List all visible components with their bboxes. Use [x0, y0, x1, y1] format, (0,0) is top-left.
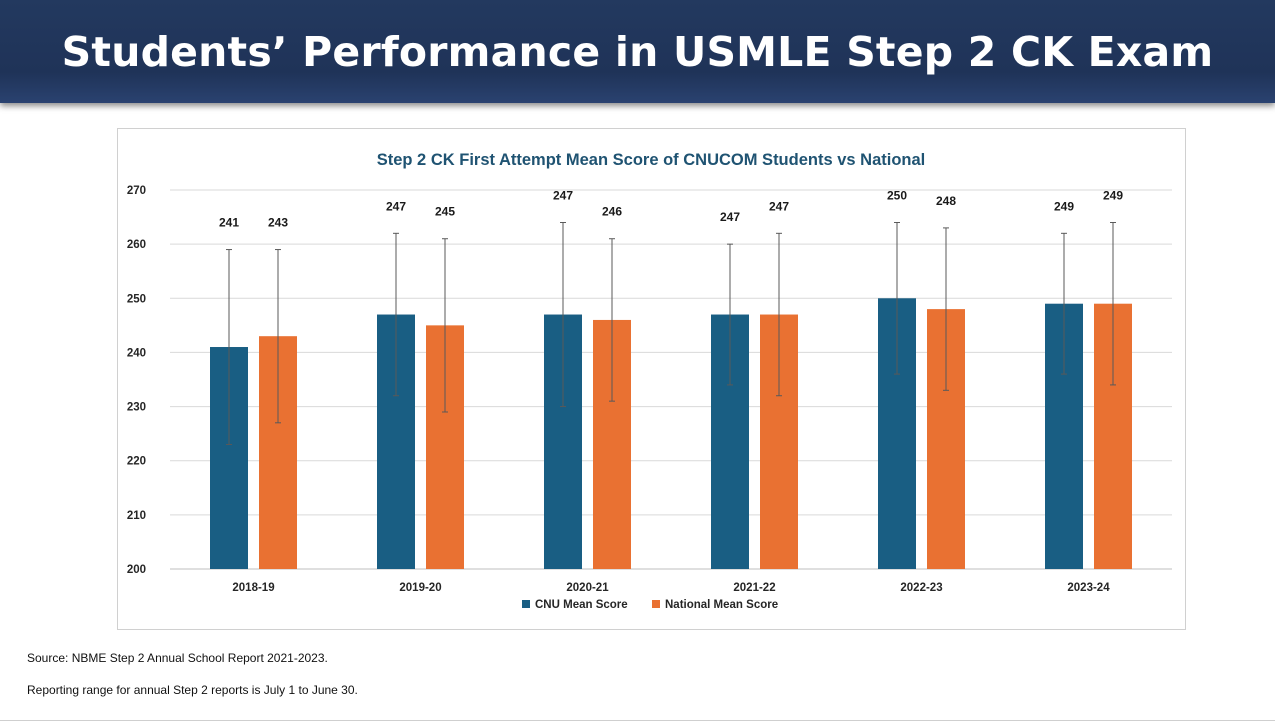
y-tick-label: 270	[127, 185, 146, 197]
y-tick-label: 260	[127, 239, 146, 251]
chart-title: Step 2 CK First Attempt Mean Score of CN…	[377, 151, 926, 169]
slide-title: Students’ Performance in USMLE Step 2 CK…	[61, 27, 1214, 76]
legend-label-cnu: CNU Mean Score	[535, 599, 628, 611]
data-label: 249	[1103, 188, 1123, 202]
data-label: 243	[268, 216, 288, 230]
title-banner: Students’ Performance in USMLE Step 2 CK…	[0, 0, 1275, 103]
data-label: 247	[553, 188, 573, 202]
legend-swatch-national	[652, 600, 660, 608]
x-tick-label: 2023-24	[1067, 582, 1110, 594]
bottom-rule	[0, 720, 1275, 721]
y-tick-label: 240	[127, 347, 146, 359]
x-tick-label: 2020-21	[566, 582, 609, 594]
data-label: 247	[386, 199, 406, 213]
legend: CNU Mean Score National Mean Score	[522, 599, 778, 611]
data-label: 250	[887, 188, 907, 202]
legend-swatch-cnu	[522, 600, 530, 608]
y-axis-ticks: 200 210 220 230 240 250 260 270	[127, 185, 146, 576]
x-axis-ticks: 2018-19 2019-20 2020-21 2021-22 2022-23 2023-…	[232, 582, 1110, 594]
data-label: 246	[602, 205, 622, 219]
gridlines	[170, 189, 1172, 570]
reporting-range-note: Reporting range for annual Step 2 report…	[27, 683, 358, 697]
x-tick-label: 2021-22	[733, 582, 775, 594]
data-label: 248	[936, 194, 956, 208]
x-tick-label: 2019-20	[399, 582, 441, 594]
data-label: 249	[1054, 199, 1074, 213]
data-labels: 241 243 247 245 247 246 247 247 250 248 249 249	[219, 188, 1123, 229]
y-tick-label: 210	[127, 510, 146, 522]
data-label: 247	[720, 210, 740, 224]
chart-frame: Step 2 CK First Attempt Mean Score of CN…	[117, 128, 1186, 630]
x-tick-label: 2018-19	[232, 582, 274, 594]
data-label: 241	[219, 216, 239, 230]
data-label: 247	[769, 199, 789, 213]
y-tick-label: 220	[127, 456, 146, 468]
bars	[210, 298, 1132, 569]
y-tick-label: 250	[127, 293, 146, 305]
data-label: 245	[435, 205, 455, 219]
y-tick-label: 230	[127, 402, 146, 414]
legend-label-national: National Mean Score	[665, 599, 778, 611]
error-bars	[226, 221, 1116, 445]
y-tick-label: 200	[127, 564, 146, 576]
bar-chart: Step 2 CK First Attempt Mean Score of CN…	[127, 151, 1172, 611]
x-tick-label: 2022-23	[900, 582, 942, 594]
source-note: Source: NBME Step 2 Annual School Report…	[27, 651, 328, 665]
